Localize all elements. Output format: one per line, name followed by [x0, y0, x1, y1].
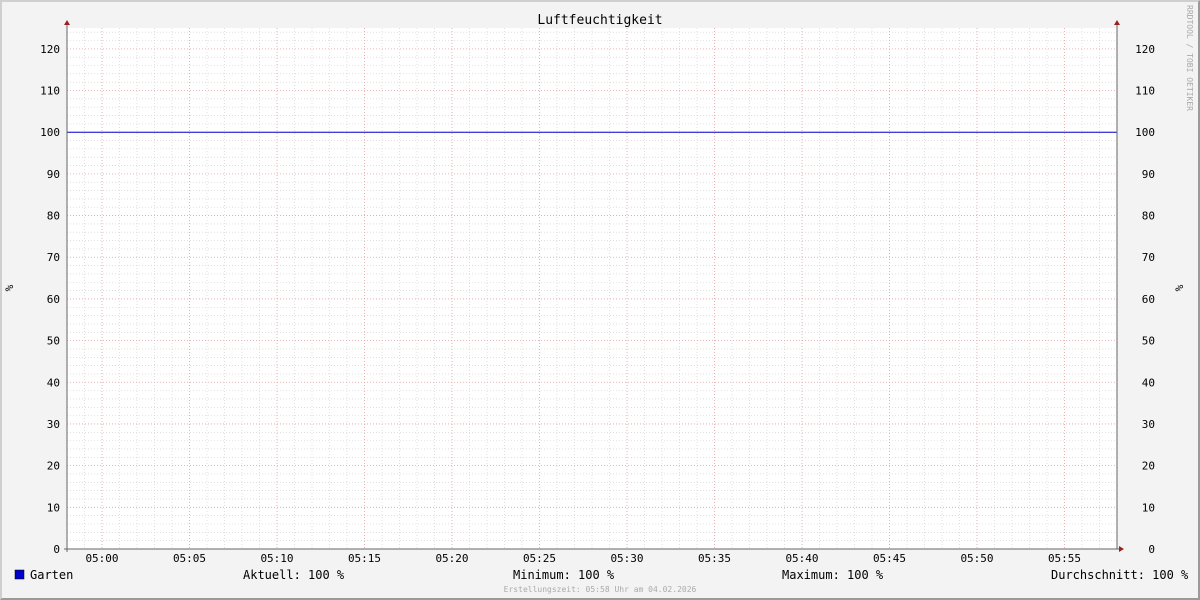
x-tick-label: 05:30 [610, 552, 643, 565]
x-tick-label: 05:40 [785, 552, 818, 565]
legend-aktuell: Aktuell: 100 % [243, 568, 345, 582]
y-tick-label-left: 20 [47, 460, 60, 473]
x-axis-arrow [1119, 546, 1124, 552]
y-tick-label-left: 60 [47, 293, 60, 306]
x-tick-label: 05:10 [260, 552, 293, 565]
y-tick-label-left: 10 [47, 501, 60, 514]
y-tick-label-right: 90 [1142, 168, 1155, 181]
y-tick-label-left: 0 [53, 543, 60, 556]
y-tick-label-left: 110 [40, 85, 60, 98]
y-axis-label-left: % [3, 284, 16, 291]
x-tick-label: 05:00 [85, 552, 118, 565]
x-tick-label: 05:55 [1048, 552, 1081, 565]
y-tick-label-right: 70 [1142, 251, 1155, 264]
y-tick-label-left: 90 [47, 168, 60, 181]
y-tick-label-left: 40 [47, 376, 60, 389]
watermark: RRDTOOL / TOBI OETIKER [1185, 5, 1194, 111]
y-tick-label-right: 30 [1142, 418, 1155, 431]
legend-minimum: Minimum: 100 % [513, 568, 615, 582]
y-tick-label-right: 50 [1142, 335, 1155, 348]
y-axis-label-right: % [1173, 284, 1186, 291]
legend-durchschnitt: Durchschnitt: 100 % [1051, 568, 1189, 582]
y-tick-label-right: 120 [1135, 43, 1155, 56]
y-tick-label-right: 80 [1142, 210, 1155, 223]
y-tick-label-right: 10 [1142, 501, 1155, 514]
y-axis-arrow-left [64, 20, 70, 25]
x-tick-label: 05:50 [960, 552, 993, 565]
y-tick-label-left: 120 [40, 43, 60, 56]
y-tick-label-right: 20 [1142, 460, 1155, 473]
y-tick-label-left: 30 [47, 418, 60, 431]
y-tick-label-right: 100 [1135, 126, 1155, 139]
y-tick-label-right: 0 [1148, 543, 1155, 556]
legend-maximum: Maximum: 100 % [782, 568, 884, 582]
y-tick-label-left: 80 [47, 210, 60, 223]
y-tick-label-left: 100 [40, 126, 60, 139]
x-tick-label: 05:20 [435, 552, 468, 565]
legend-name: Garten [30, 568, 73, 582]
footer-timestamp: Erstellungszeit: 05:58 Uhr am 04.02.2026 [504, 585, 697, 594]
y-tick-label-left: 50 [47, 335, 60, 348]
y-tick-label-right: 40 [1142, 376, 1155, 389]
x-tick-label: 05:45 [873, 552, 906, 565]
x-tick-label: 05:15 [348, 552, 381, 565]
y-tick-label-right: 60 [1142, 293, 1155, 306]
chart-title: Luftfeuchtigkeit [537, 13, 662, 28]
x-tick-label: 05:05 [173, 552, 206, 565]
legend-swatch-garten [14, 569, 25, 580]
x-tick-label: 05:25 [523, 552, 556, 565]
y-tick-label-left: 70 [47, 251, 60, 264]
plot-area [67, 28, 1117, 549]
x-tick-label: 05:35 [698, 552, 731, 565]
y-tick-label-right: 110 [1135, 85, 1155, 98]
y-axis-arrow-right [1114, 20, 1120, 25]
